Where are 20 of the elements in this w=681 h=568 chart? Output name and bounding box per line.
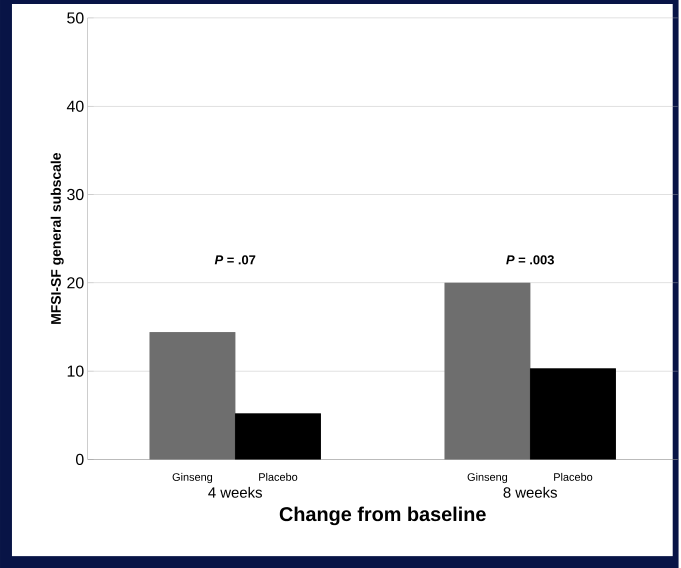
x-axis-title: Change from baseline	[280, 506, 486, 526]
y-tick-label: 10	[68, 365, 84, 377]
bar	[235, 413, 321, 460]
text: Placebo	[554, 472, 592, 481]
bar	[530, 368, 616, 460]
text: Ginseng	[468, 472, 508, 484]
x-tick-label: 8 weeks	[504, 486, 557, 498]
y-tick-label: 20	[67, 277, 84, 288]
series-label: Ginseng	[172, 472, 212, 484]
y-axis-title: MFSI-SF general subscale	[50, 153, 64, 324]
x-tick-label: 4 weeks	[208, 486, 262, 498]
y-tick-label: 50	[67, 12, 84, 24]
bar	[444, 282, 530, 460]
annotation: P = .07	[214, 255, 256, 264]
y-tick-label: 40	[66, 100, 84, 112]
bar	[149, 332, 236, 460]
y-tick-label: 30	[67, 188, 84, 200]
y-tick-label: 0	[76, 454, 84, 466]
annotation: P = .003	[506, 255, 554, 264]
series-label: Placebo	[259, 472, 298, 481]
